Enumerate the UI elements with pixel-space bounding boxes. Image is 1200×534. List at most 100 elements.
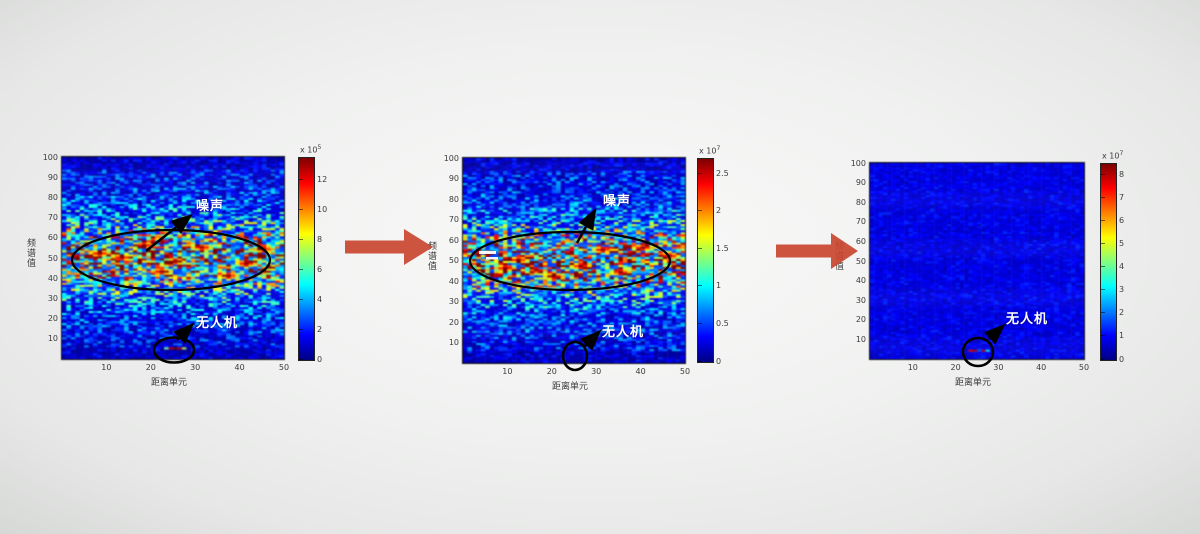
y-axis-tick: 30: [47, 293, 58, 303]
colorbar-tick-label: 0: [1119, 354, 1125, 364]
y-axis-tick: 10: [855, 334, 866, 344]
x-axis-tick: 10: [907, 363, 918, 372]
uav-label: 无人机: [602, 325, 645, 340]
colorbar-tick-label: 6: [317, 264, 323, 274]
y-axis-tick: 50: [47, 253, 58, 263]
y-axis-tick: 20: [47, 314, 58, 324]
colorbar-tick-mark: [299, 208, 303, 210]
y-axis-tick: 30: [448, 297, 459, 306]
colorbar-tick-mark: [1101, 335, 1105, 337]
colorbar-tick-mark: [698, 285, 702, 287]
x-axis-tick: 40: [1036, 363, 1047, 372]
colorbar-tick-label: 7: [1119, 193, 1125, 203]
colorbar-scale-base: x 10: [1102, 151, 1120, 161]
colorbar-tick-mark: [299, 178, 303, 180]
x-axis-tick: 20: [546, 367, 557, 376]
colorbar-tick-mark: [1101, 197, 1105, 199]
y-axis-tick: 40: [47, 273, 58, 283]
colorbar-scale-base: x 10: [300, 145, 318, 155]
colorbar-gradient: [697, 158, 714, 363]
uav-label: 无人机: [196, 316, 239, 331]
colorbar-scale-label: x 107: [699, 145, 720, 156]
colorbar-tick-label: 1.5: [716, 243, 729, 253]
colorbar-tick-mark: [1101, 289, 1105, 291]
colorbar-gradient: [1100, 163, 1117, 361]
x-axis-tick: 50: [679, 367, 691, 376]
y-axis-tick: 60: [448, 235, 459, 245]
colorbar-tick-mark: [299, 268, 303, 270]
noise-label: 噪声: [196, 199, 225, 214]
x-axis-tick: 40: [234, 363, 245, 372]
colorbar-tick-label: 0.5: [716, 318, 729, 328]
colorbar-scale-label: x 107: [1102, 150, 1123, 161]
colorbar-tick-label: 1: [1119, 331, 1125, 341]
uav-label: 无人机: [1006, 312, 1049, 327]
y-axis-tick: 60: [855, 236, 866, 246]
y-axis-label: 频谱值: [426, 240, 436, 271]
y-axis-tick: 70: [855, 217, 866, 227]
colorbar-scale-exponent: 7: [1119, 150, 1124, 157]
colorbar-tick-mark: [698, 360, 702, 362]
colorbar-tick-mark: [1101, 312, 1105, 314]
y-axis-tick: 60: [47, 233, 58, 243]
y-axis-tick: 30: [855, 295, 866, 305]
colorbar-tick-label: 2.5: [716, 168, 729, 178]
y-axis-label: 频谱值: [833, 241, 843, 271]
y-axis-tick: 40: [448, 276, 459, 286]
y-axis-tick: 90: [47, 172, 58, 182]
range-doppler-heatmap-2: [462, 157, 686, 364]
x-axis-tick: 10: [101, 363, 112, 372]
y-axis-tick: 70: [448, 215, 459, 224]
colorbar-tick-label: 5: [1119, 239, 1125, 249]
colorbar-tick-mark: [1101, 220, 1105, 222]
colorbar-tick-mark: [1101, 358, 1105, 360]
colorbar-tick-mark: [299, 358, 303, 360]
x-axis-tick: 30: [591, 367, 602, 376]
colorbar-tick-mark: [698, 247, 702, 249]
colorbar-tick-mark: [698, 210, 702, 212]
x-axis-tick: 50: [278, 363, 290, 372]
colorbar-tick-mark: [1101, 174, 1105, 176]
colorbar-tick-label: 4: [317, 294, 323, 304]
y-axis-tick: 90: [448, 174, 459, 183]
colorbar-tick-label: 2: [716, 206, 722, 216]
x-axis-tick: 20: [145, 363, 156, 372]
y-axis-tick: 20: [448, 317, 459, 327]
y-axis-tick: 40: [855, 276, 866, 286]
y-axis-tick: 50: [855, 256, 866, 266]
y-axis-tick: 80: [855, 197, 866, 207]
y-axis-tick: 90: [855, 178, 866, 188]
colorbar-tick-mark: [698, 172, 702, 174]
colorbar-tick-mark: [1101, 243, 1105, 245]
colorbar-tick-label: 3: [1119, 285, 1125, 295]
colorbar-tick-label: 1: [716, 281, 722, 291]
colorbar-tick-label: 6: [1119, 216, 1125, 226]
colorbar-tick-label: 4: [1119, 262, 1125, 272]
range-doppler-heatmap-3: [869, 162, 1085, 360]
y-axis-tick: 50: [448, 256, 459, 265]
colorbar-tick-label: 2: [1119, 308, 1125, 318]
colorbar-tick-label: 8: [317, 234, 323, 244]
noise-label: 噪声: [603, 194, 632, 209]
colorbar-tick-label: 2: [317, 324, 323, 334]
y-axis-tick: 100: [443, 153, 459, 163]
colorbar-scale-label: x 105: [300, 144, 321, 155]
y-axis-tick: 10: [47, 334, 58, 344]
colorbar-tick-label: 0: [317, 354, 323, 364]
x-axis-label: 距离单元: [552, 382, 589, 392]
y-axis-label: 频谱值: [25, 238, 35, 268]
colorbar-scale-exponent: 7: [716, 145, 721, 152]
colorbar-tick-label: 8: [1119, 170, 1125, 180]
y-axis-tick: 70: [47, 213, 58, 223]
y-axis-tick: 80: [47, 192, 58, 202]
colorbar-tick-mark: [299, 238, 303, 240]
x-axis-tick: 30: [993, 363, 1004, 372]
colorbar-scale-exponent: 5: [317, 144, 322, 151]
x-axis-tick: 40: [635, 367, 646, 376]
x-axis-label: 距离单元: [151, 378, 188, 388]
colorbar-tick-label: 10: [317, 204, 328, 214]
x-axis-tick: 20: [950, 363, 961, 372]
x-axis-tick: 50: [1078, 363, 1090, 372]
colorbar-tick-mark: [299, 298, 303, 300]
